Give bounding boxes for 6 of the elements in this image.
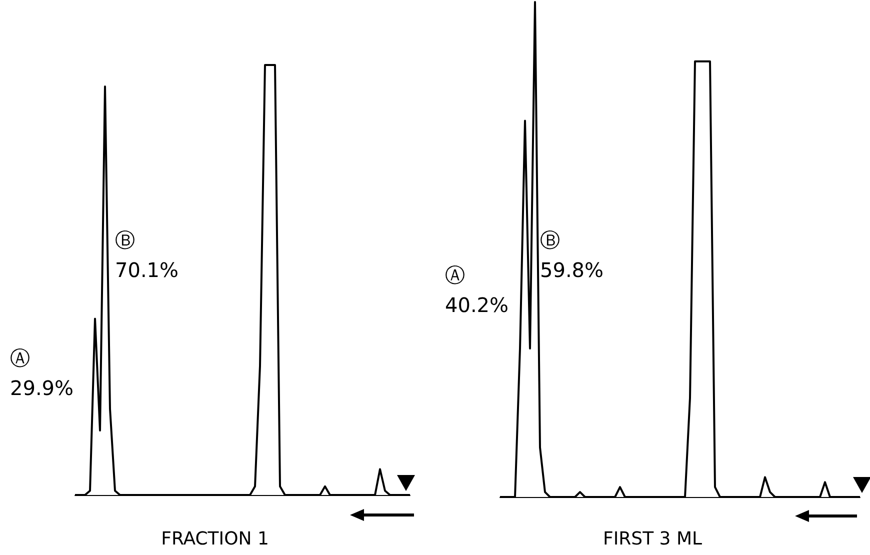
text: FRACTION 1 xyxy=(161,528,269,550)
annotation: Ⓐ 40.2% xyxy=(445,263,509,317)
text: Ⓐ 29.9% xyxy=(10,346,74,400)
annotation: Ⓑ 59.8% xyxy=(540,228,604,282)
text: FIRST 3 ML xyxy=(602,528,702,550)
annotation: Ⓑ 70.1% xyxy=(115,228,179,282)
